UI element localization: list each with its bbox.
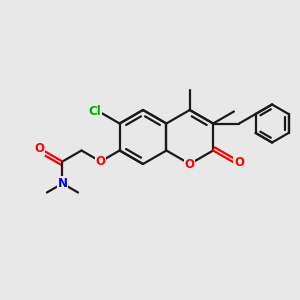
Text: O: O xyxy=(96,155,106,168)
Text: O: O xyxy=(185,158,195,170)
Text: O: O xyxy=(34,142,44,155)
Text: O: O xyxy=(234,156,244,169)
Text: Cl: Cl xyxy=(88,105,101,118)
Text: N: N xyxy=(58,177,68,190)
